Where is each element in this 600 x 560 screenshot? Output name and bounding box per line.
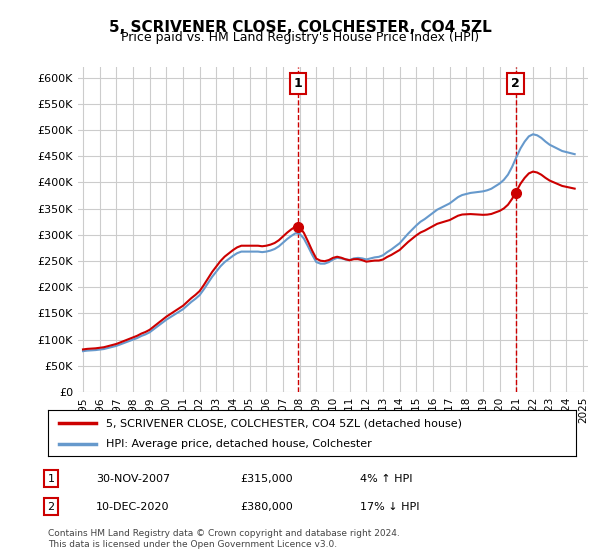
Text: 17% ↓ HPI: 17% ↓ HPI	[360, 502, 419, 512]
Text: 1: 1	[47, 474, 55, 484]
Text: 2: 2	[47, 502, 55, 512]
Text: 4% ↑ HPI: 4% ↑ HPI	[360, 474, 413, 484]
Text: 5, SCRIVENER CLOSE, COLCHESTER, CO4 5ZL: 5, SCRIVENER CLOSE, COLCHESTER, CO4 5ZL	[109, 20, 491, 35]
Text: 5, SCRIVENER CLOSE, COLCHESTER, CO4 5ZL (detached house): 5, SCRIVENER CLOSE, COLCHESTER, CO4 5ZL …	[106, 418, 462, 428]
Text: £315,000: £315,000	[240, 474, 293, 484]
Text: HPI: Average price, detached house, Colchester: HPI: Average price, detached house, Colc…	[106, 438, 372, 449]
Text: 10-DEC-2020: 10-DEC-2020	[96, 502, 170, 512]
Text: Price paid vs. HM Land Registry's House Price Index (HPI): Price paid vs. HM Land Registry's House …	[121, 31, 479, 44]
Text: 1: 1	[294, 77, 303, 90]
Text: 30-NOV-2007: 30-NOV-2007	[96, 474, 170, 484]
Text: 2: 2	[511, 77, 520, 90]
Text: £380,000: £380,000	[240, 502, 293, 512]
Text: Contains HM Land Registry data © Crown copyright and database right 2024.
This d: Contains HM Land Registry data © Crown c…	[48, 529, 400, 549]
